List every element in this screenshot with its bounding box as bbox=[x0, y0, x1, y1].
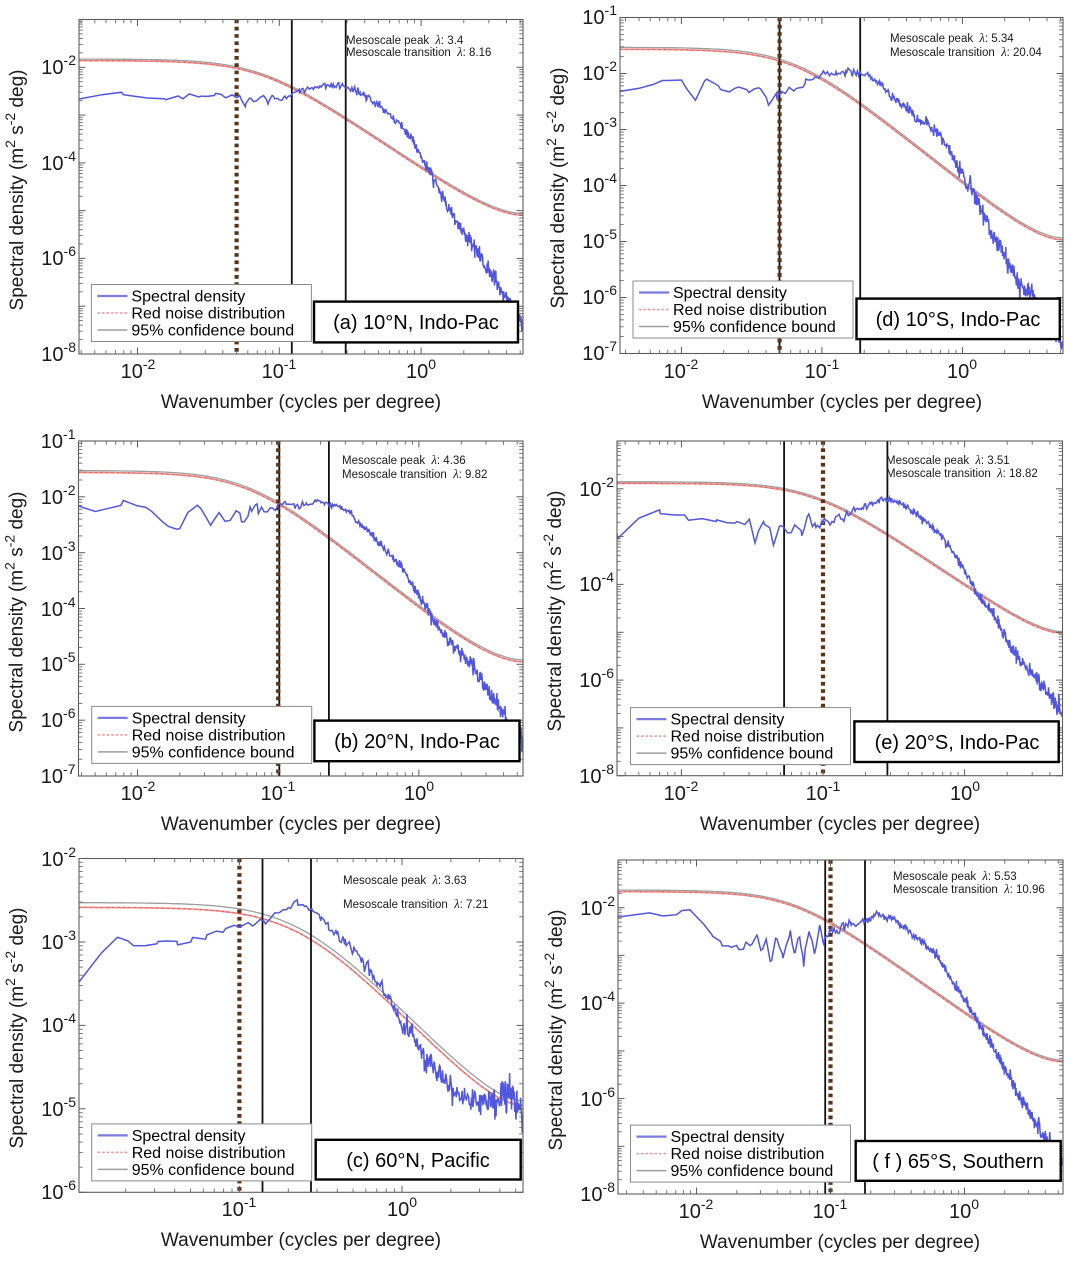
svg-text:Wavenumber (cycles per degree): Wavenumber (cycles per degree) bbox=[161, 392, 441, 413]
svg-text:Red noise distribution: Red noise distribution bbox=[671, 1146, 825, 1163]
svg-text:10-2: 10-2 bbox=[41, 844, 76, 871]
svg-text:95% confidence bound: 95% confidence bound bbox=[671, 1163, 834, 1180]
svg-text:Wavenumber (cycles per degree): Wavenumber (cycles per degree) bbox=[161, 1230, 441, 1251]
svg-text:Mesoscale transition λ: 7.21: Mesoscale transition λ: 7.21 bbox=[343, 897, 488, 911]
svg-text:10-1: 10-1 bbox=[805, 356, 840, 383]
svg-text:Red noise distribution: Red noise distribution bbox=[132, 1145, 286, 1162]
svg-text:Mesoscale transition λ: 18.82: Mesoscale transition λ: 18.82 bbox=[886, 466, 1038, 480]
svg-text:Mesoscale peak λ: 5.53: Mesoscale peak λ: 5.53 bbox=[893, 869, 1017, 883]
svg-text:Red noise distribution: Red noise distribution bbox=[673, 302, 827, 319]
svg-text:Mesoscale transition λ: 8.16: Mesoscale transition λ: 8.16 bbox=[346, 45, 491, 59]
svg-text:Spectral density (m2 s-2 deg): Spectral density (m2 s-2 deg) bbox=[543, 68, 569, 309]
svg-text:10-6: 10-6 bbox=[579, 665, 614, 692]
svg-text:Spectral density (m2 s-2 deg): Spectral density (m2 s-2 deg) bbox=[541, 910, 567, 1151]
svg-text:Wavenumber (cycles per degree): Wavenumber (cycles per degree) bbox=[702, 392, 982, 413]
svg-text:Mesoscale transition λ: 10.96: Mesoscale transition λ: 10.96 bbox=[893, 882, 1045, 896]
svg-text:Mesoscale transition λ: 20.04: Mesoscale transition λ: 20.04 bbox=[890, 45, 1042, 59]
svg-text:Wavenumber (cycles per degree): Wavenumber (cycles per degree) bbox=[700, 814, 980, 835]
svg-text:Red noise distribution: Red noise distribution bbox=[671, 729, 825, 746]
svg-text:Mesoscale peak λ: 3.4: Mesoscale peak λ: 3.4 bbox=[346, 33, 464, 47]
svg-text:Spectral density: Spectral density bbox=[671, 1129, 785, 1146]
svg-text:95% confidence bound: 95% confidence bound bbox=[132, 1162, 295, 1179]
svg-text:Spectral density: Spectral density bbox=[673, 285, 787, 302]
svg-text:Spectral density: Spectral density bbox=[131, 289, 245, 306]
svg-text:Spectral density: Spectral density bbox=[132, 710, 246, 727]
svg-text:10-4: 10-4 bbox=[582, 170, 617, 197]
svg-text:Red noise distribution: Red noise distribution bbox=[132, 727, 286, 744]
svg-text:Spectral density (m2 s-2 deg): Spectral density (m2 s-2 deg) bbox=[2, 70, 28, 311]
svg-text:Mesoscale peak λ: 3.63: Mesoscale peak λ: 3.63 bbox=[343, 873, 467, 887]
svg-text:Wavenumber (cycles per degree): Wavenumber (cycles per degree) bbox=[700, 1232, 980, 1253]
svg-text:Mesoscale transition λ: 9.82: Mesoscale transition λ: 9.82 bbox=[342, 467, 487, 481]
svg-text:(e) 20°S, Indo-Pac: (e) 20°S, Indo-Pac bbox=[875, 732, 1040, 754]
svg-text:95% confidence bound: 95% confidence bound bbox=[131, 323, 294, 340]
svg-text:Mesoscale peak λ: 4.36: Mesoscale peak λ: 4.36 bbox=[342, 453, 466, 467]
svg-text:(d) 10°S, Indo-Pac: (d) 10°S, Indo-Pac bbox=[876, 309, 1041, 331]
svg-text:Spectral density: Spectral density bbox=[671, 712, 785, 729]
svg-text:(c) 60°N, Pacific: (c) 60°N, Pacific bbox=[346, 1150, 490, 1172]
svg-text:10-8: 10-8 bbox=[580, 1179, 615, 1206]
svg-text:Mesoscale peak λ: 5.34: Mesoscale peak λ: 5.34 bbox=[890, 31, 1014, 45]
svg-text:Red noise distribution: Red noise distribution bbox=[131, 306, 285, 323]
svg-text:95% confidence bound: 95% confidence bound bbox=[671, 746, 834, 763]
svg-text:( f ) 65°S, Southern: ( f ) 65°S, Southern bbox=[872, 1151, 1043, 1173]
svg-text:Spectral density (m2 s-2 deg): Spectral density (m2 s-2 deg) bbox=[540, 491, 566, 732]
svg-text:(b) 20°N, Indo-Pac: (b) 20°N, Indo-Pac bbox=[334, 731, 500, 753]
svg-text:(a) 10°N, Indo-Pac: (a) 10°N, Indo-Pac bbox=[333, 312, 499, 334]
svg-text:Spectral density: Spectral density bbox=[132, 1128, 246, 1145]
svg-text:10-2: 10-2 bbox=[580, 893, 615, 920]
svg-text:95% confidence bound: 95% confidence bound bbox=[132, 744, 295, 761]
svg-text:95% confidence bound: 95% confidence bound bbox=[673, 319, 836, 336]
svg-text:10-3: 10-3 bbox=[582, 114, 617, 141]
svg-text:Mesoscale peak λ: 3.51: Mesoscale peak λ: 3.51 bbox=[886, 453, 1010, 467]
svg-text:Wavenumber (cycles per degree): Wavenumber (cycles per degree) bbox=[161, 814, 441, 835]
svg-text:Spectral density (m2 s-2 deg): Spectral density (m2 s-2 deg) bbox=[2, 492, 28, 733]
svg-text:Spectral density (m2 s-2 deg): Spectral density (m2 s-2 deg) bbox=[2, 908, 28, 1149]
svg-text:10-1: 10-1 bbox=[41, 426, 76, 453]
